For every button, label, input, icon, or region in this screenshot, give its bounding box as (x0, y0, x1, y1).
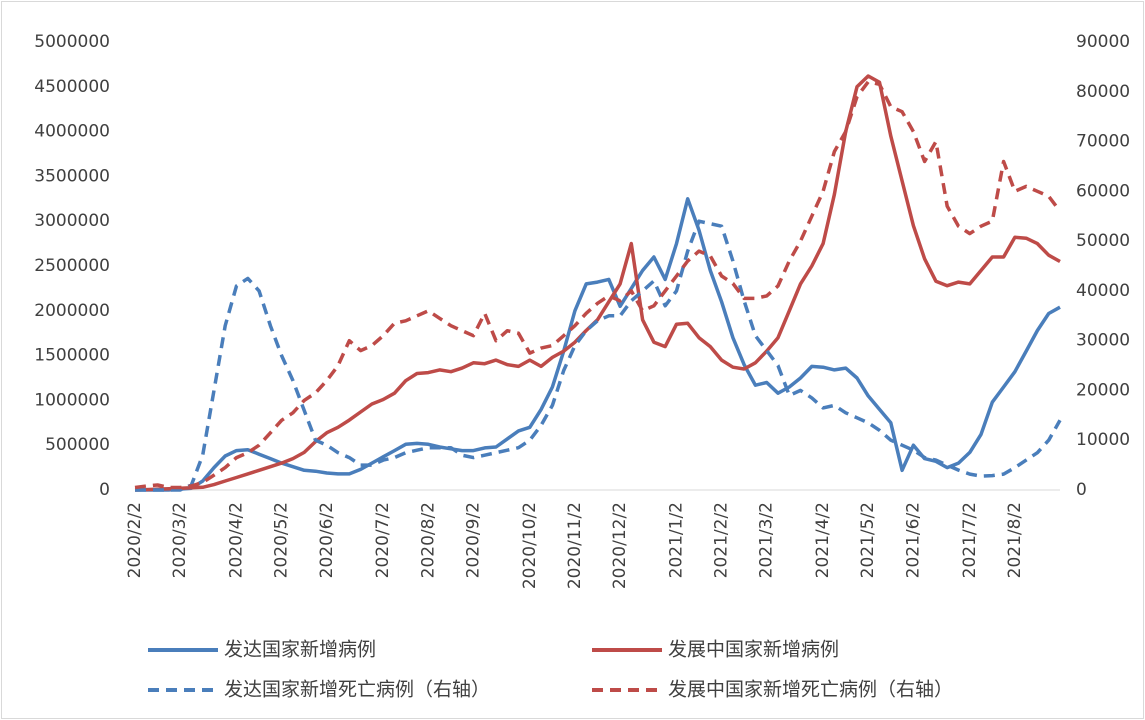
legend-label: 发达国家新增死亡病例（右轴） (224, 679, 490, 701)
y2-tick-label: 20000 (1076, 380, 1130, 400)
legend-label: 发达国家新增病例 (224, 639, 376, 661)
y-tick-label: 0 (99, 480, 110, 500)
x-tick-label: 2020/11/2 (565, 502, 585, 589)
x-tick-label: 2020/6/2 (317, 502, 337, 578)
legend-label: 发展中国家新增病例 (668, 639, 839, 661)
series-line (134, 74, 1061, 492)
x-tick-label: 2020/2/2 (125, 502, 145, 578)
x-tick-label: 2020/7/2 (373, 502, 393, 578)
y2-tick-label: 50000 (1076, 231, 1130, 251)
y-tick-label: 500000 (45, 435, 110, 455)
legend-label: 发展中国家新增死亡病例（右轴） (668, 679, 953, 701)
x-tick-label: 2020/9/2 (463, 502, 483, 578)
x-tick-label: 2021/5/2 (858, 502, 878, 578)
y-tick-label: 4500000 (34, 77, 110, 97)
y2-tick-label: 90000 (1076, 32, 1130, 52)
series-line (135, 197, 1061, 492)
x-tick-label: 2021/7/2 (960, 502, 980, 578)
x-tick-label: 2021/4/2 (813, 502, 833, 578)
y2-tick-label: 30000 (1076, 331, 1130, 351)
x-tick-label: 2020/5/2 (272, 502, 292, 578)
x-tick-label: 2020/3/2 (170, 502, 190, 578)
y2-tick-label: 60000 (1076, 181, 1130, 201)
y-tick-label: 5000000 (34, 32, 110, 52)
y-tick-label: 3500000 (34, 166, 110, 186)
y2-tick-label: 80000 (1076, 82, 1130, 102)
y-tick-label: 2000000 (34, 301, 110, 321)
x-tick-label: 2020/10/2 (520, 502, 540, 589)
x-tick-label: 2021/6/2 (903, 502, 923, 578)
series-line (135, 219, 1062, 492)
y2-tick-label: 0 (1076, 480, 1087, 500)
x-tick-label: 2020/12/2 (610, 502, 630, 589)
x-tick-label: 2021/3/2 (757, 502, 777, 578)
x-tick-label: 2020/8/2 (418, 502, 438, 578)
y2-tick-label: 40000 (1076, 281, 1130, 301)
x-tick-label: 2021/2/2 (712, 502, 732, 578)
series-line (134, 80, 1062, 490)
y-tick-label: 4000000 (34, 122, 110, 142)
y-tick-label: 1500000 (34, 346, 110, 366)
x-tick-label: 2020/4/2 (227, 502, 247, 578)
y2-tick-label: 10000 (1076, 430, 1130, 450)
y-tick-label: 3000000 (34, 211, 110, 231)
y2-tick-label: 70000 (1076, 132, 1130, 152)
x-tick-label: 2021/8/2 (1005, 502, 1025, 578)
y-tick-label: 1000000 (34, 390, 110, 410)
x-tick-label: 2021/1/2 (666, 502, 686, 578)
y-tick-label: 2500000 (34, 256, 110, 276)
